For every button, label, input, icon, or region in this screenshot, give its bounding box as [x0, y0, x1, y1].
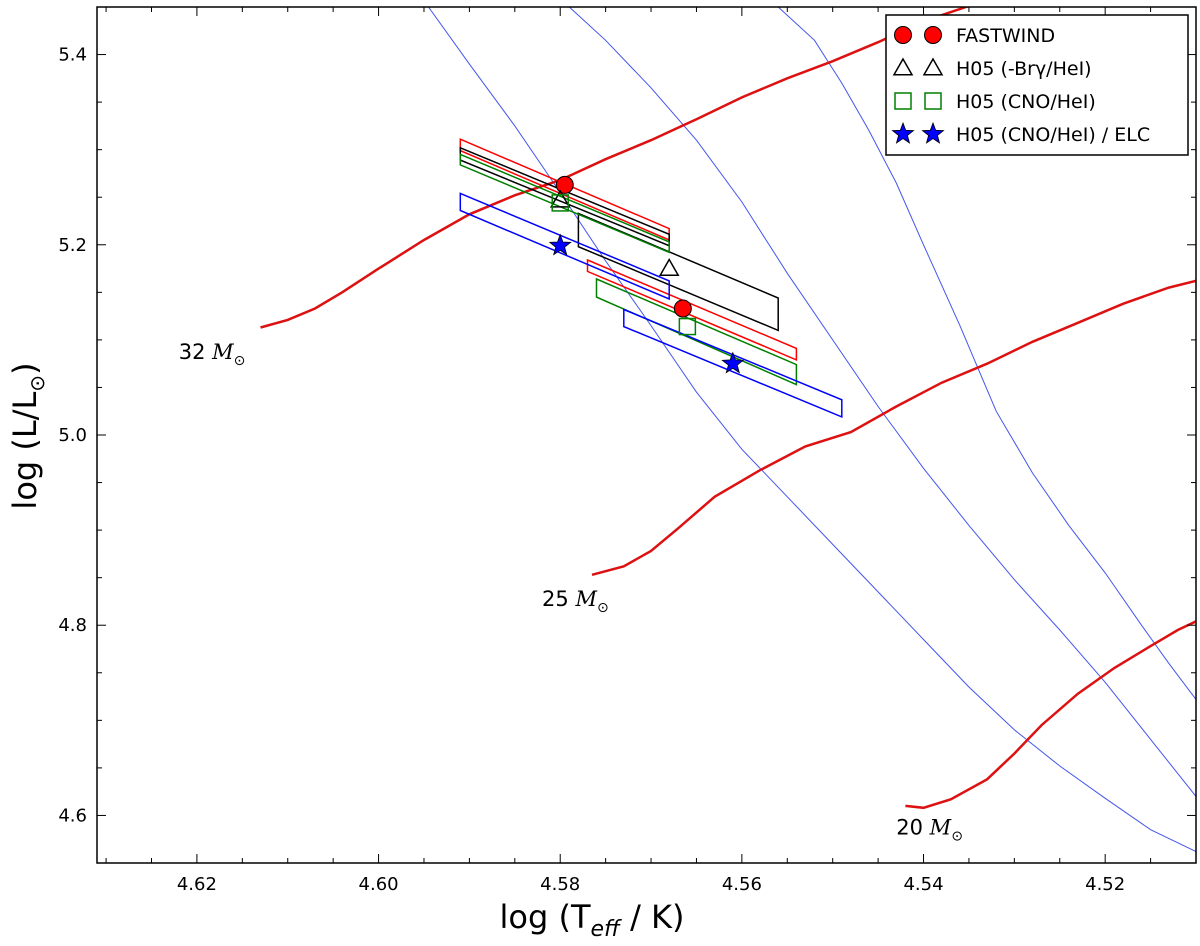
point-circle-1	[673, 299, 692, 318]
legend-marker-a	[894, 92, 912, 110]
error-box-2-0	[459, 153, 670, 254]
isochrone-line-1	[568, 7, 1196, 797]
x-tick-label: 4.54	[903, 874, 943, 895]
legend-marker-b	[922, 57, 944, 76]
legend-label: H05 (CNO/HeI) / ELC	[956, 124, 1150, 146]
legend-label: FASTWIND	[956, 25, 1055, 47]
evolutionary-tracks	[260, 7, 1196, 810]
y-tick-label: 4.6	[58, 805, 87, 826]
error-box-3-1	[623, 308, 843, 419]
svg-text:log (L/L⊙): log (L/L⊙)	[6, 362, 49, 509]
legend-marker-a	[892, 57, 914, 76]
legend-entry: H05 (CNO/HeI) / ELC	[891, 121, 1150, 146]
axes: 4.62 4.60 4.58 4.56 4.54 4.52 4.6 4.8 5.0 5.2 5.4	[58, 6, 1197, 895]
point-star-1	[721, 351, 745, 374]
legend-entry: H05 (-Brγ/HeI)	[892, 57, 1092, 80]
legend: FASTWIND H05 (-Brγ/HeI) H05 (CNO/HeI) H05 (…	[885, 14, 1189, 156]
x-tick-label: 4.62	[177, 874, 217, 895]
point-triangle-0	[549, 189, 571, 208]
y-tick-label: 4.8	[58, 615, 87, 636]
data-points	[548, 175, 745, 374]
track-label-32: 32 M⊙	[179, 340, 246, 369]
x-tick-label: 4.60	[359, 874, 399, 895]
point-square-1	[678, 317, 697, 336]
point-square-0	[551, 194, 569, 212]
track-line-25	[591, 279, 1196, 577]
error-boxes	[459, 138, 843, 419]
legend-label: H05 (CNO/HeI)	[956, 91, 1096, 113]
point-star-0	[548, 233, 572, 256]
legend-marker-b	[921, 121, 945, 144]
error-box-3-0	[459, 192, 670, 301]
x-tick-label: 4.56	[722, 874, 762, 895]
y-tick-label: 5.2	[58, 235, 87, 256]
legend-label: H05 (-Brγ/HeI)	[956, 58, 1092, 80]
svg-text:log (Teff / K): log (Teff / K)	[500, 898, 685, 942]
track-label-25: 25 M⊙	[542, 587, 609, 616]
legend-entry: H05 (CNO/HeI)	[894, 91, 1096, 113]
x-axis-label: log (Teff / K)	[500, 898, 685, 942]
point-triangle-1	[658, 258, 680, 277]
legend-marker-a	[891, 121, 915, 144]
point-circle-0	[555, 175, 574, 194]
error-box-2-1	[595, 277, 798, 386]
track-label-20: 20 M⊙	[896, 815, 963, 844]
legend-entry: FASTWIND	[894, 25, 1055, 47]
error-box-1-0	[459, 146, 670, 247]
x-tick-label: 4.52	[1085, 874, 1125, 895]
error-box-1-1	[577, 212, 779, 332]
legend-marker-b	[924, 92, 942, 110]
y-tick-label: 5.0	[58, 425, 87, 446]
legend-marker-a	[894, 26, 912, 44]
track-line-20	[905, 620, 1196, 810]
x-tick-label: 4.58	[540, 874, 580, 895]
y-axis-label: log (L/L⊙)	[6, 362, 49, 509]
y-tick-label: 5.4	[58, 45, 87, 66]
track-line-32	[260, 7, 970, 329]
track-labels: 32 M⊙ 25 M⊙ 20 M⊙	[179, 340, 963, 845]
legend-marker-b	[924, 26, 942, 44]
error-box-0-1	[586, 258, 798, 362]
